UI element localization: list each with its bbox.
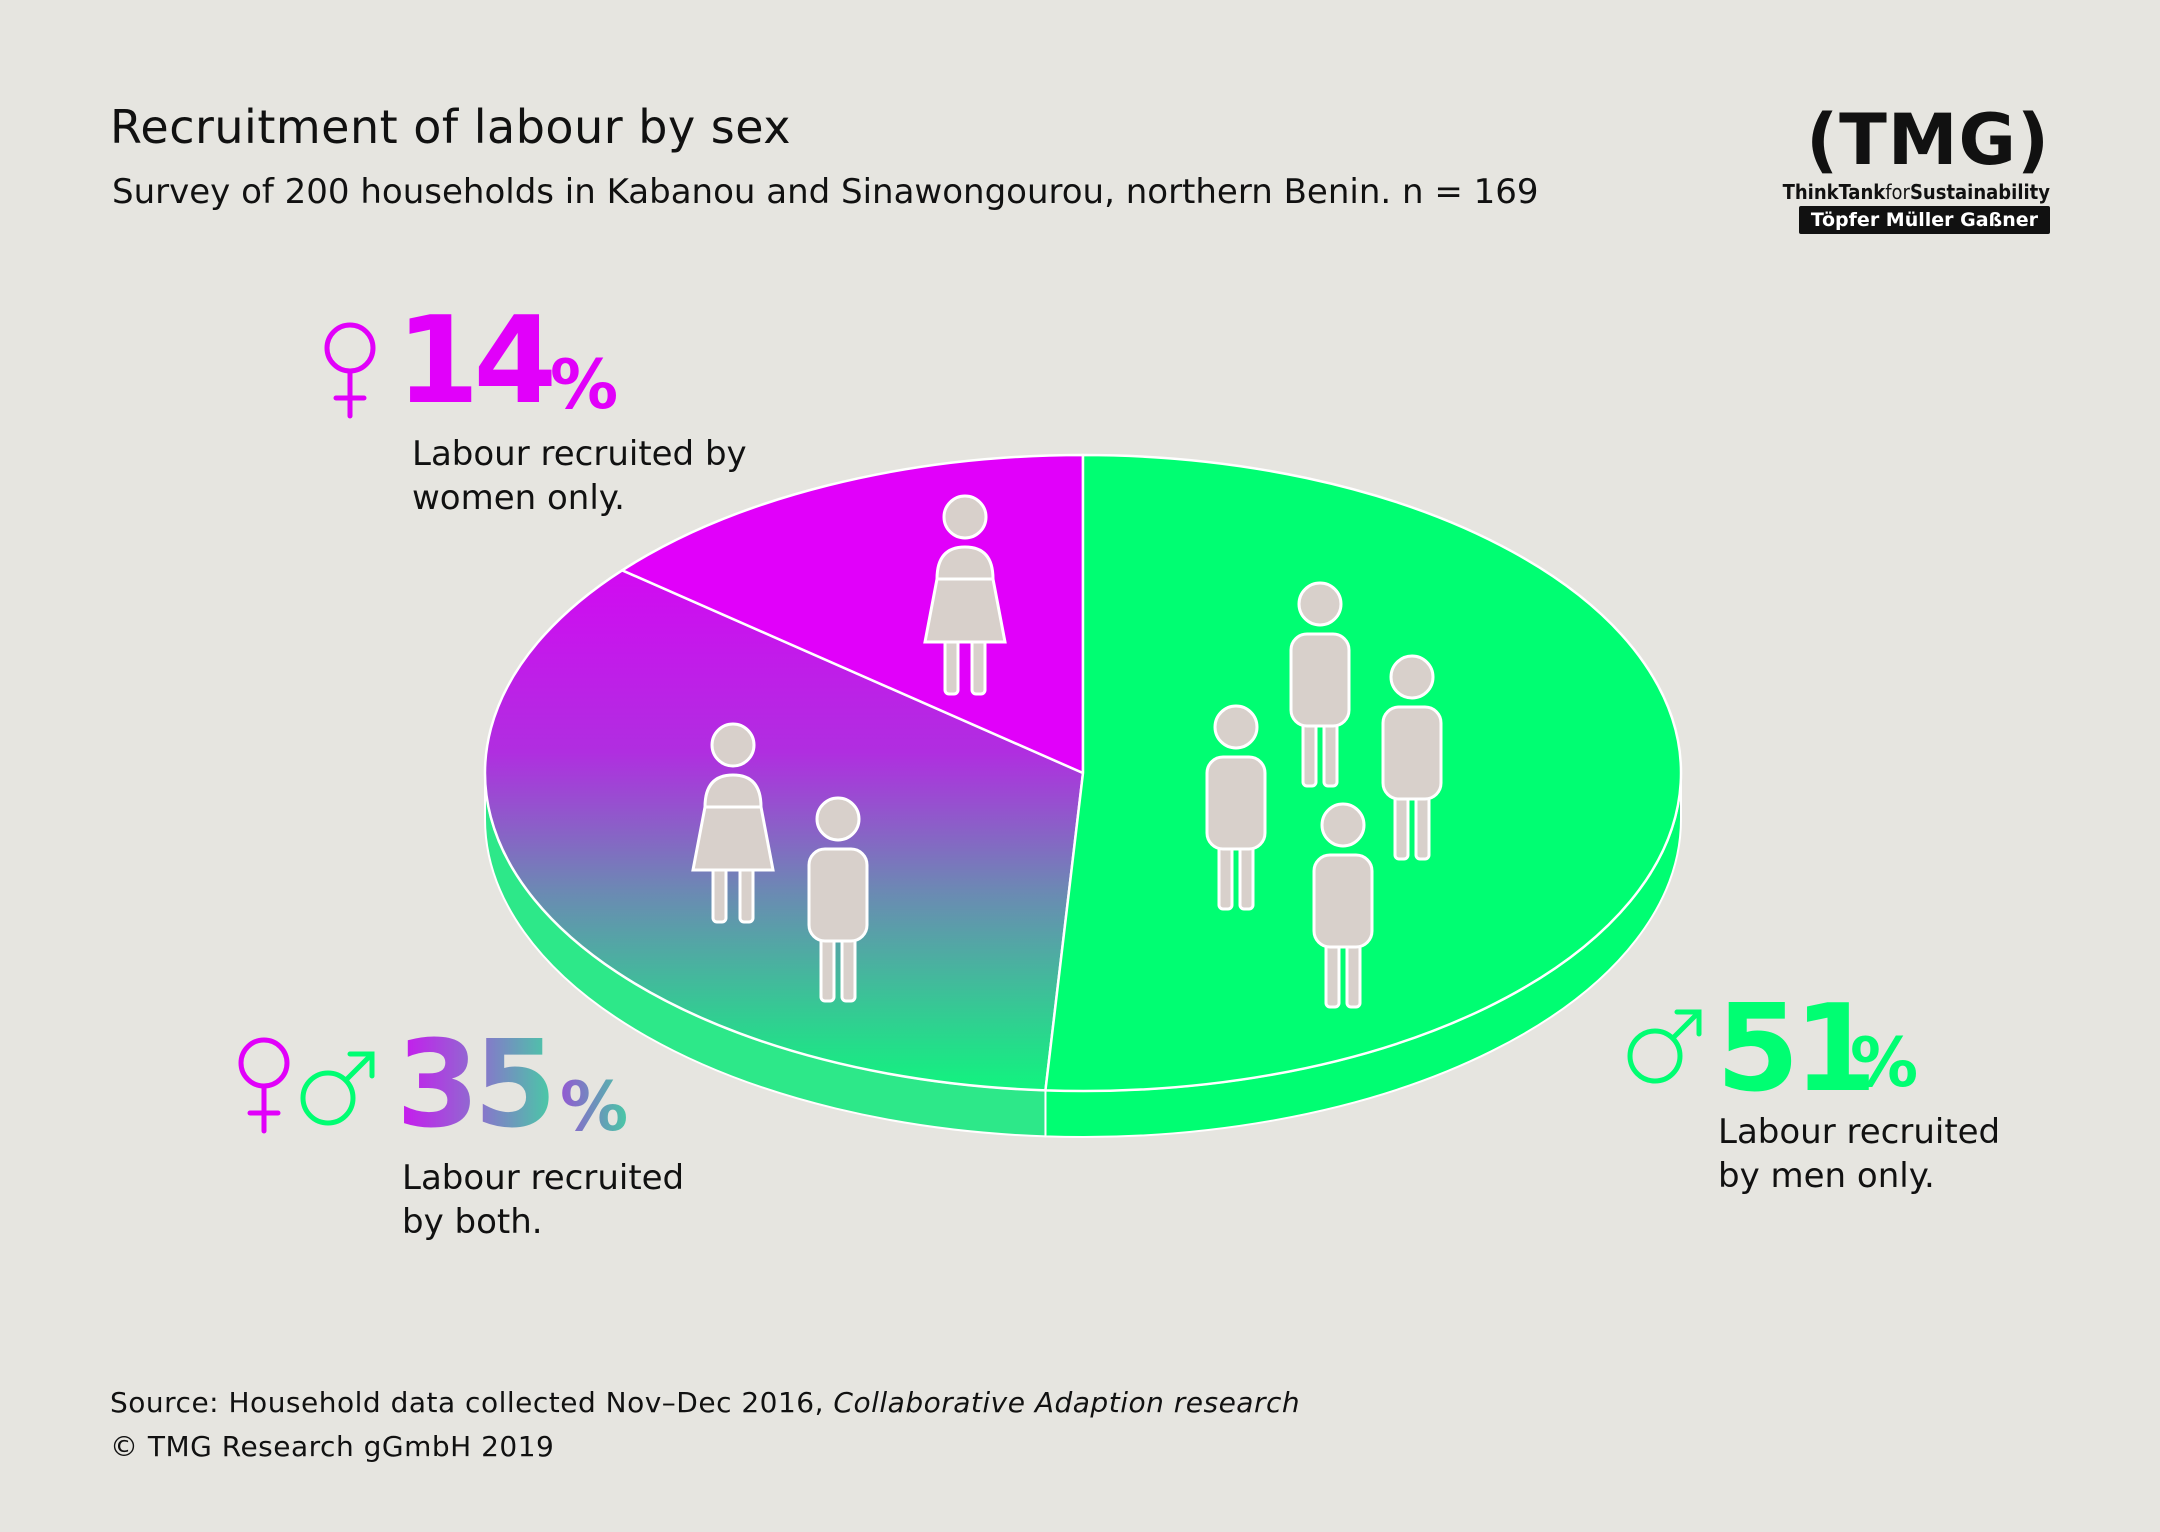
- logo-tagline-think: ThinkTank: [1782, 180, 1886, 204]
- pie-figures: [691, 494, 1443, 1009]
- men-description: Labour recruited by men only.: [1718, 1110, 2138, 1198]
- men-percent-value: 51: [1716, 980, 1877, 1119]
- woman-figure-1: [923, 494, 1007, 696]
- logo-mark: (TMG): [1806, 99, 2050, 181]
- pie-slice-both: [483, 569, 1085, 1092]
- female-symbol-women: [324, 322, 376, 419]
- source-prefix: Source: Household data collected Nov–Dec…: [110, 1386, 834, 1419]
- chart-title: Recruitment of labour by sex: [110, 100, 791, 154]
- chart-subtitle: Survey of 200 households in Kabanou and …: [112, 172, 1539, 212]
- man-figure-4: [1312, 802, 1374, 1009]
- both-description: Labour recruited by both.: [402, 1156, 822, 1244]
- men-percent-sign: %: [1850, 1024, 1919, 1103]
- man-figure-3: [1205, 704, 1267, 911]
- woman-figure-2: [691, 722, 775, 924]
- men-description-line2: by men only.: [1718, 1156, 1935, 1196]
- women-description-line2: women only.: [412, 478, 625, 518]
- callout-symbols: [238, 322, 1702, 1134]
- logo-tagline-for: for: [1885, 180, 1910, 204]
- both-percent-sign: %: [560, 1068, 629, 1147]
- both-description-line1: Labour recruited: [402, 1158, 685, 1198]
- male-symbol-men: [1627, 1009, 1702, 1084]
- male-symbol-both: [300, 1051, 375, 1126]
- copyright: © TMG Research gGmbH 2019: [110, 1430, 555, 1463]
- women-description-line1: Labour recruited by: [412, 434, 747, 474]
- both-description-line2: by both.: [402, 1202, 543, 1242]
- man-figure-2: [1381, 654, 1443, 861]
- tmg-logo: (TMG) ThinkTankforSustainability Töpfer …: [1750, 100, 2050, 240]
- logo-tagline: ThinkTankforSustainability: [1783, 180, 2050, 204]
- female-symbol-both: [238, 1037, 290, 1134]
- women-description: Labour recruited by women only.: [412, 432, 832, 520]
- men-description-line1: Labour recruited: [1718, 1112, 2001, 1152]
- source-note: Source: Household data collected Nov–Dec…: [110, 1386, 1300, 1419]
- women-percent-sign: %: [550, 346, 619, 425]
- logo-tagline-sustainability: Sustainability: [1909, 180, 2050, 204]
- pie-slice-men: [1044, 453, 1683, 1093]
- logo-names: Töpfer Müller Gaßner: [1798, 206, 2050, 234]
- both-percent-value: 35: [396, 1016, 557, 1155]
- man-figure-both: [807, 796, 869, 1003]
- source-italic: Collaborative Adaption research: [833, 1386, 1301, 1419]
- man-figure-1: [1289, 581, 1351, 788]
- women-percent-value: 14: [396, 292, 557, 431]
- pie-top: [483, 453, 1683, 1093]
